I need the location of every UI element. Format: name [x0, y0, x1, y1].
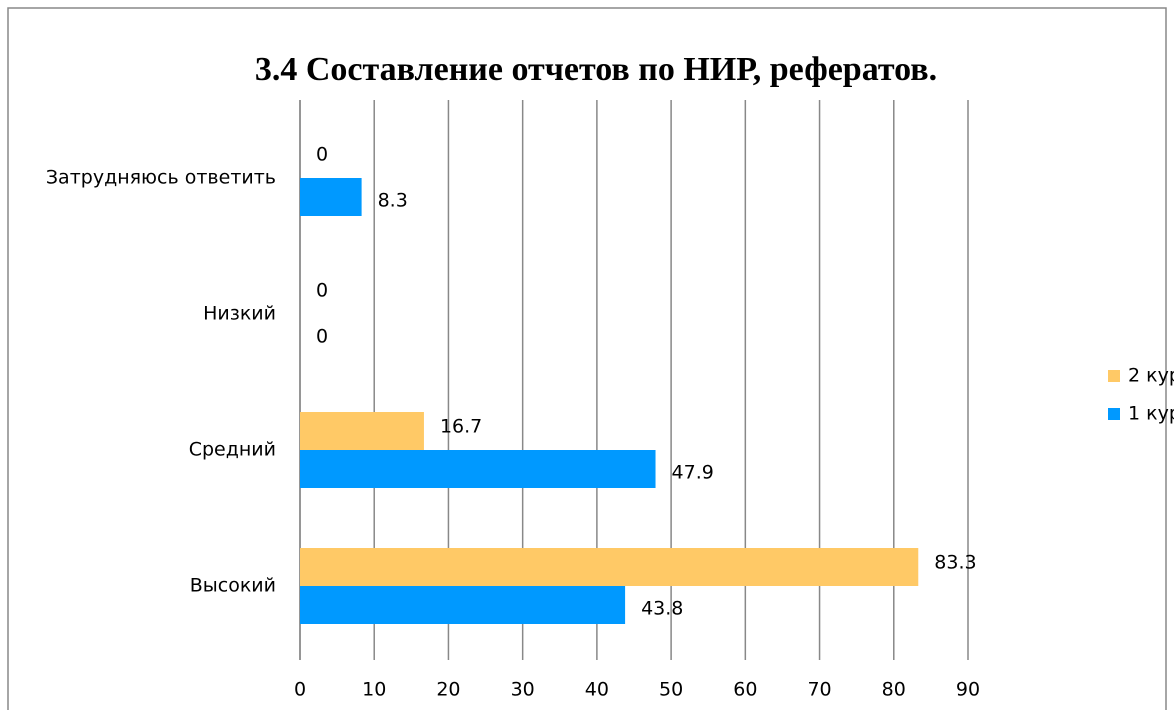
value-label: 83.3 — [934, 552, 976, 574]
bar — [300, 450, 656, 488]
value-label: 47.9 — [672, 462, 714, 484]
y-tick-label: Затрудняюсь ответить — [46, 167, 276, 189]
chart-title: 3.4 Составление отчетов по НИР, реферато… — [255, 51, 937, 88]
y-tick-label: Высокий — [190, 575, 276, 597]
legend-swatch — [1108, 408, 1120, 420]
x-tick-label: 60 — [733, 679, 757, 701]
x-tick-label: 80 — [882, 679, 906, 701]
legend-swatch — [1108, 370, 1120, 382]
legend-label: 1 курс (%) — [1128, 403, 1174, 425]
x-tick-label: 70 — [807, 679, 831, 701]
y-tick-label: Низкий — [203, 303, 276, 325]
x-tick-label: 10 — [362, 679, 386, 701]
bar — [300, 178, 362, 216]
y-tick-label: Средний — [189, 439, 276, 461]
x-tick-label: 90 — [956, 679, 980, 701]
bar — [300, 586, 626, 624]
x-tick-label: 30 — [511, 679, 535, 701]
x-tick-label: 40 — [585, 679, 609, 701]
value-label: 0 — [316, 144, 328, 166]
value-label: 43.8 — [641, 598, 683, 620]
bar — [300, 548, 919, 586]
x-tick-label: 50 — [659, 679, 683, 701]
value-label: 16.7 — [440, 416, 482, 438]
x-tick-label: 20 — [436, 679, 460, 701]
value-label: 0 — [316, 326, 328, 348]
value-label: 0 — [316, 280, 328, 302]
legend-label: 2 курс (%) — [1128, 365, 1174, 387]
value-label: 8.3 — [378, 190, 408, 212]
x-tick-label: 0 — [294, 679, 306, 701]
chart-border — [7, 7, 1167, 710]
bar — [300, 412, 424, 450]
